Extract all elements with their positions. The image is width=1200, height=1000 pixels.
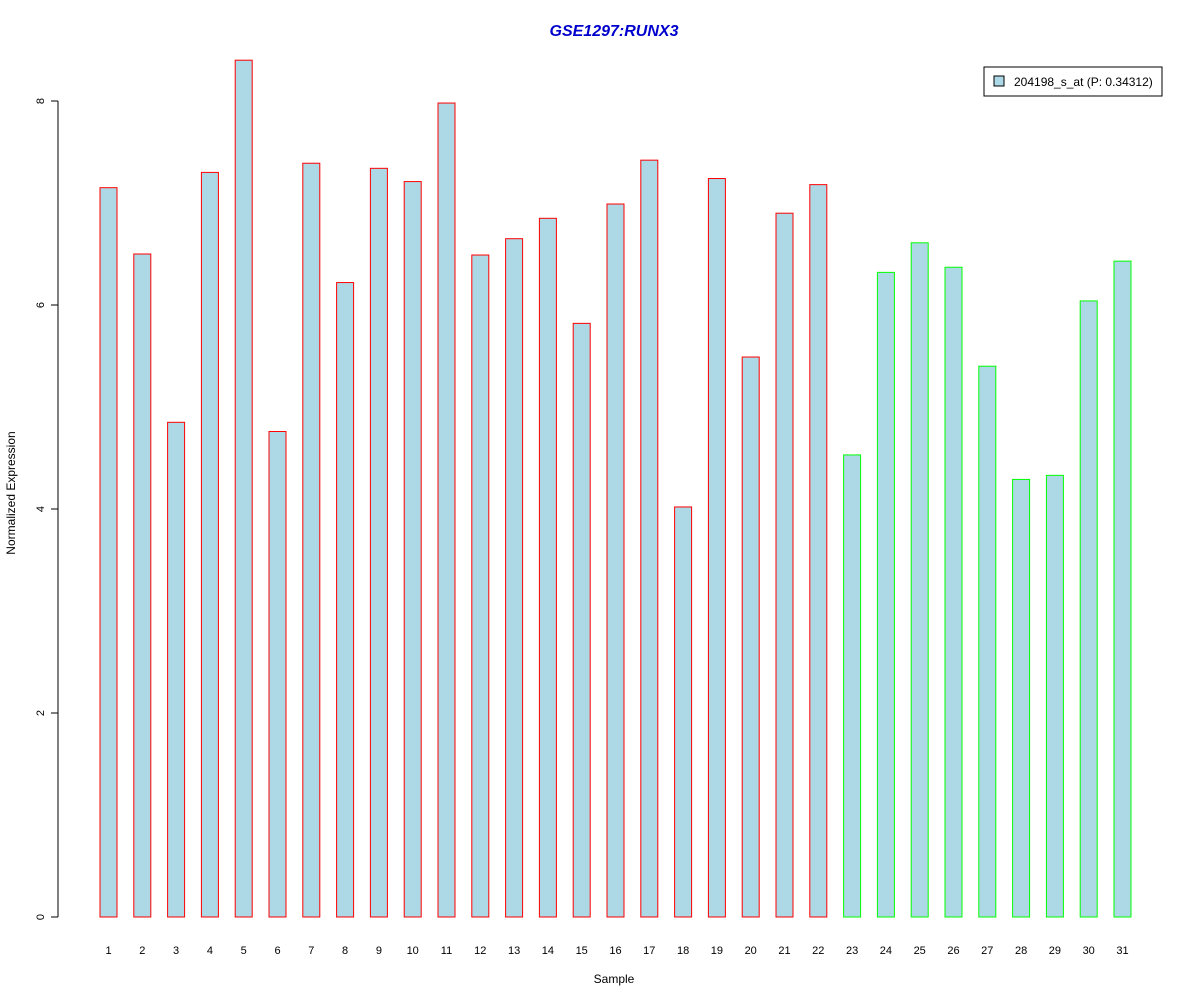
x-tick-label: 27 bbox=[981, 945, 993, 957]
bar-14 bbox=[538, 217, 557, 918]
bar-7 bbox=[302, 162, 321, 918]
legend-entry: 204198_s_at (P: 0.34312) bbox=[1014, 75, 1153, 89]
legend-box bbox=[983, 66, 1163, 97]
x-tick-label: 15 bbox=[576, 945, 588, 957]
x-tick-label: 10 bbox=[407, 945, 419, 957]
x-tick-label: 20 bbox=[745, 945, 757, 957]
x-axis-label: Sample bbox=[594, 972, 635, 986]
bar-16 bbox=[606, 203, 625, 918]
bar-19 bbox=[707, 178, 726, 918]
legend: 204198_s_at (P: 0.34312) bbox=[983, 66, 1163, 97]
y-tick-label: 8 bbox=[35, 98, 47, 104]
x-tick-label: 30 bbox=[1083, 945, 1095, 957]
legend-swatch bbox=[993, 75, 1005, 87]
bar-5 bbox=[234, 59, 253, 918]
bar-21 bbox=[775, 212, 794, 918]
x-tick-label: 21 bbox=[778, 945, 790, 957]
bar-1 bbox=[99, 187, 118, 918]
x-tick-labels: 1 2 3 4 5 6 7 8 9 10 11 12 13 14 15 16 17 18 19 20 21 22 23 24 2… bbox=[105, 945, 1128, 957]
bar-9 bbox=[369, 167, 388, 918]
bar-17 bbox=[640, 159, 659, 918]
bar-10 bbox=[403, 181, 422, 918]
x-tick-label: 24 bbox=[880, 945, 892, 957]
bar-8 bbox=[336, 282, 355, 918]
x-tick-label: 14 bbox=[542, 945, 554, 957]
x-tick-label: 19 bbox=[711, 945, 723, 957]
y-axis-label: Normalized Expression bbox=[4, 431, 18, 554]
x-tick-label: 28 bbox=[1015, 945, 1027, 957]
bar-23 bbox=[843, 454, 862, 918]
bar-28 bbox=[1012, 478, 1031, 918]
x-tick-label: 18 bbox=[677, 945, 689, 957]
y-axis: 0 2 4 6 8 bbox=[35, 98, 59, 920]
x-tick-label: 4 bbox=[207, 945, 213, 957]
y-tick-label: 4 bbox=[35, 506, 47, 512]
y-tick-label: 6 bbox=[35, 302, 47, 308]
bar-3 bbox=[167, 421, 186, 918]
bar-22 bbox=[809, 184, 828, 918]
x-tick-label: 6 bbox=[274, 945, 280, 957]
x-tick-label: 2 bbox=[139, 945, 145, 957]
x-tick-label: 25 bbox=[914, 945, 926, 957]
x-tick-label: 13 bbox=[508, 945, 520, 957]
bar-4 bbox=[200, 171, 219, 918]
x-tick-label: 5 bbox=[241, 945, 247, 957]
bar-27 bbox=[978, 365, 997, 918]
bar-25 bbox=[910, 242, 929, 918]
bar-6 bbox=[268, 430, 287, 918]
x-tick-label: 7 bbox=[308, 945, 314, 957]
bar-11 bbox=[437, 102, 456, 918]
y-tick-label: 2 bbox=[35, 710, 47, 716]
x-tick-label: 11 bbox=[441, 945, 452, 957]
bar-15 bbox=[572, 322, 591, 918]
bar-29 bbox=[1045, 474, 1064, 918]
x-tick-label: 26 bbox=[947, 945, 959, 957]
x-tick-label: 12 bbox=[474, 945, 486, 957]
bar-20 bbox=[741, 356, 760, 918]
x-tick-label: 9 bbox=[376, 945, 382, 957]
x-tick-label: 8 bbox=[342, 945, 348, 957]
bar-30 bbox=[1079, 300, 1098, 918]
bars bbox=[99, 59, 1132, 918]
x-tick-label: 16 bbox=[609, 945, 621, 957]
bar-26 bbox=[944, 266, 963, 918]
x-tick-label: 17 bbox=[643, 945, 655, 957]
bar-2 bbox=[133, 253, 152, 918]
x-tick-label: 3 bbox=[173, 945, 179, 957]
chart-title: GSE1297:RUNX3 bbox=[550, 23, 679, 40]
x-tick-label: 29 bbox=[1049, 945, 1061, 957]
bar-31 bbox=[1113, 260, 1132, 918]
bar-18 bbox=[674, 506, 693, 918]
y-tick-label: 0 bbox=[35, 914, 47, 920]
bar-24 bbox=[876, 271, 895, 918]
bar-13 bbox=[505, 238, 524, 918]
bar-12 bbox=[471, 254, 490, 918]
x-tick-label: 1 bbox=[105, 945, 111, 957]
x-tick-label: 23 bbox=[846, 945, 858, 957]
x-tick-label: 31 bbox=[1116, 945, 1128, 957]
x-tick-label: 22 bbox=[812, 945, 824, 957]
